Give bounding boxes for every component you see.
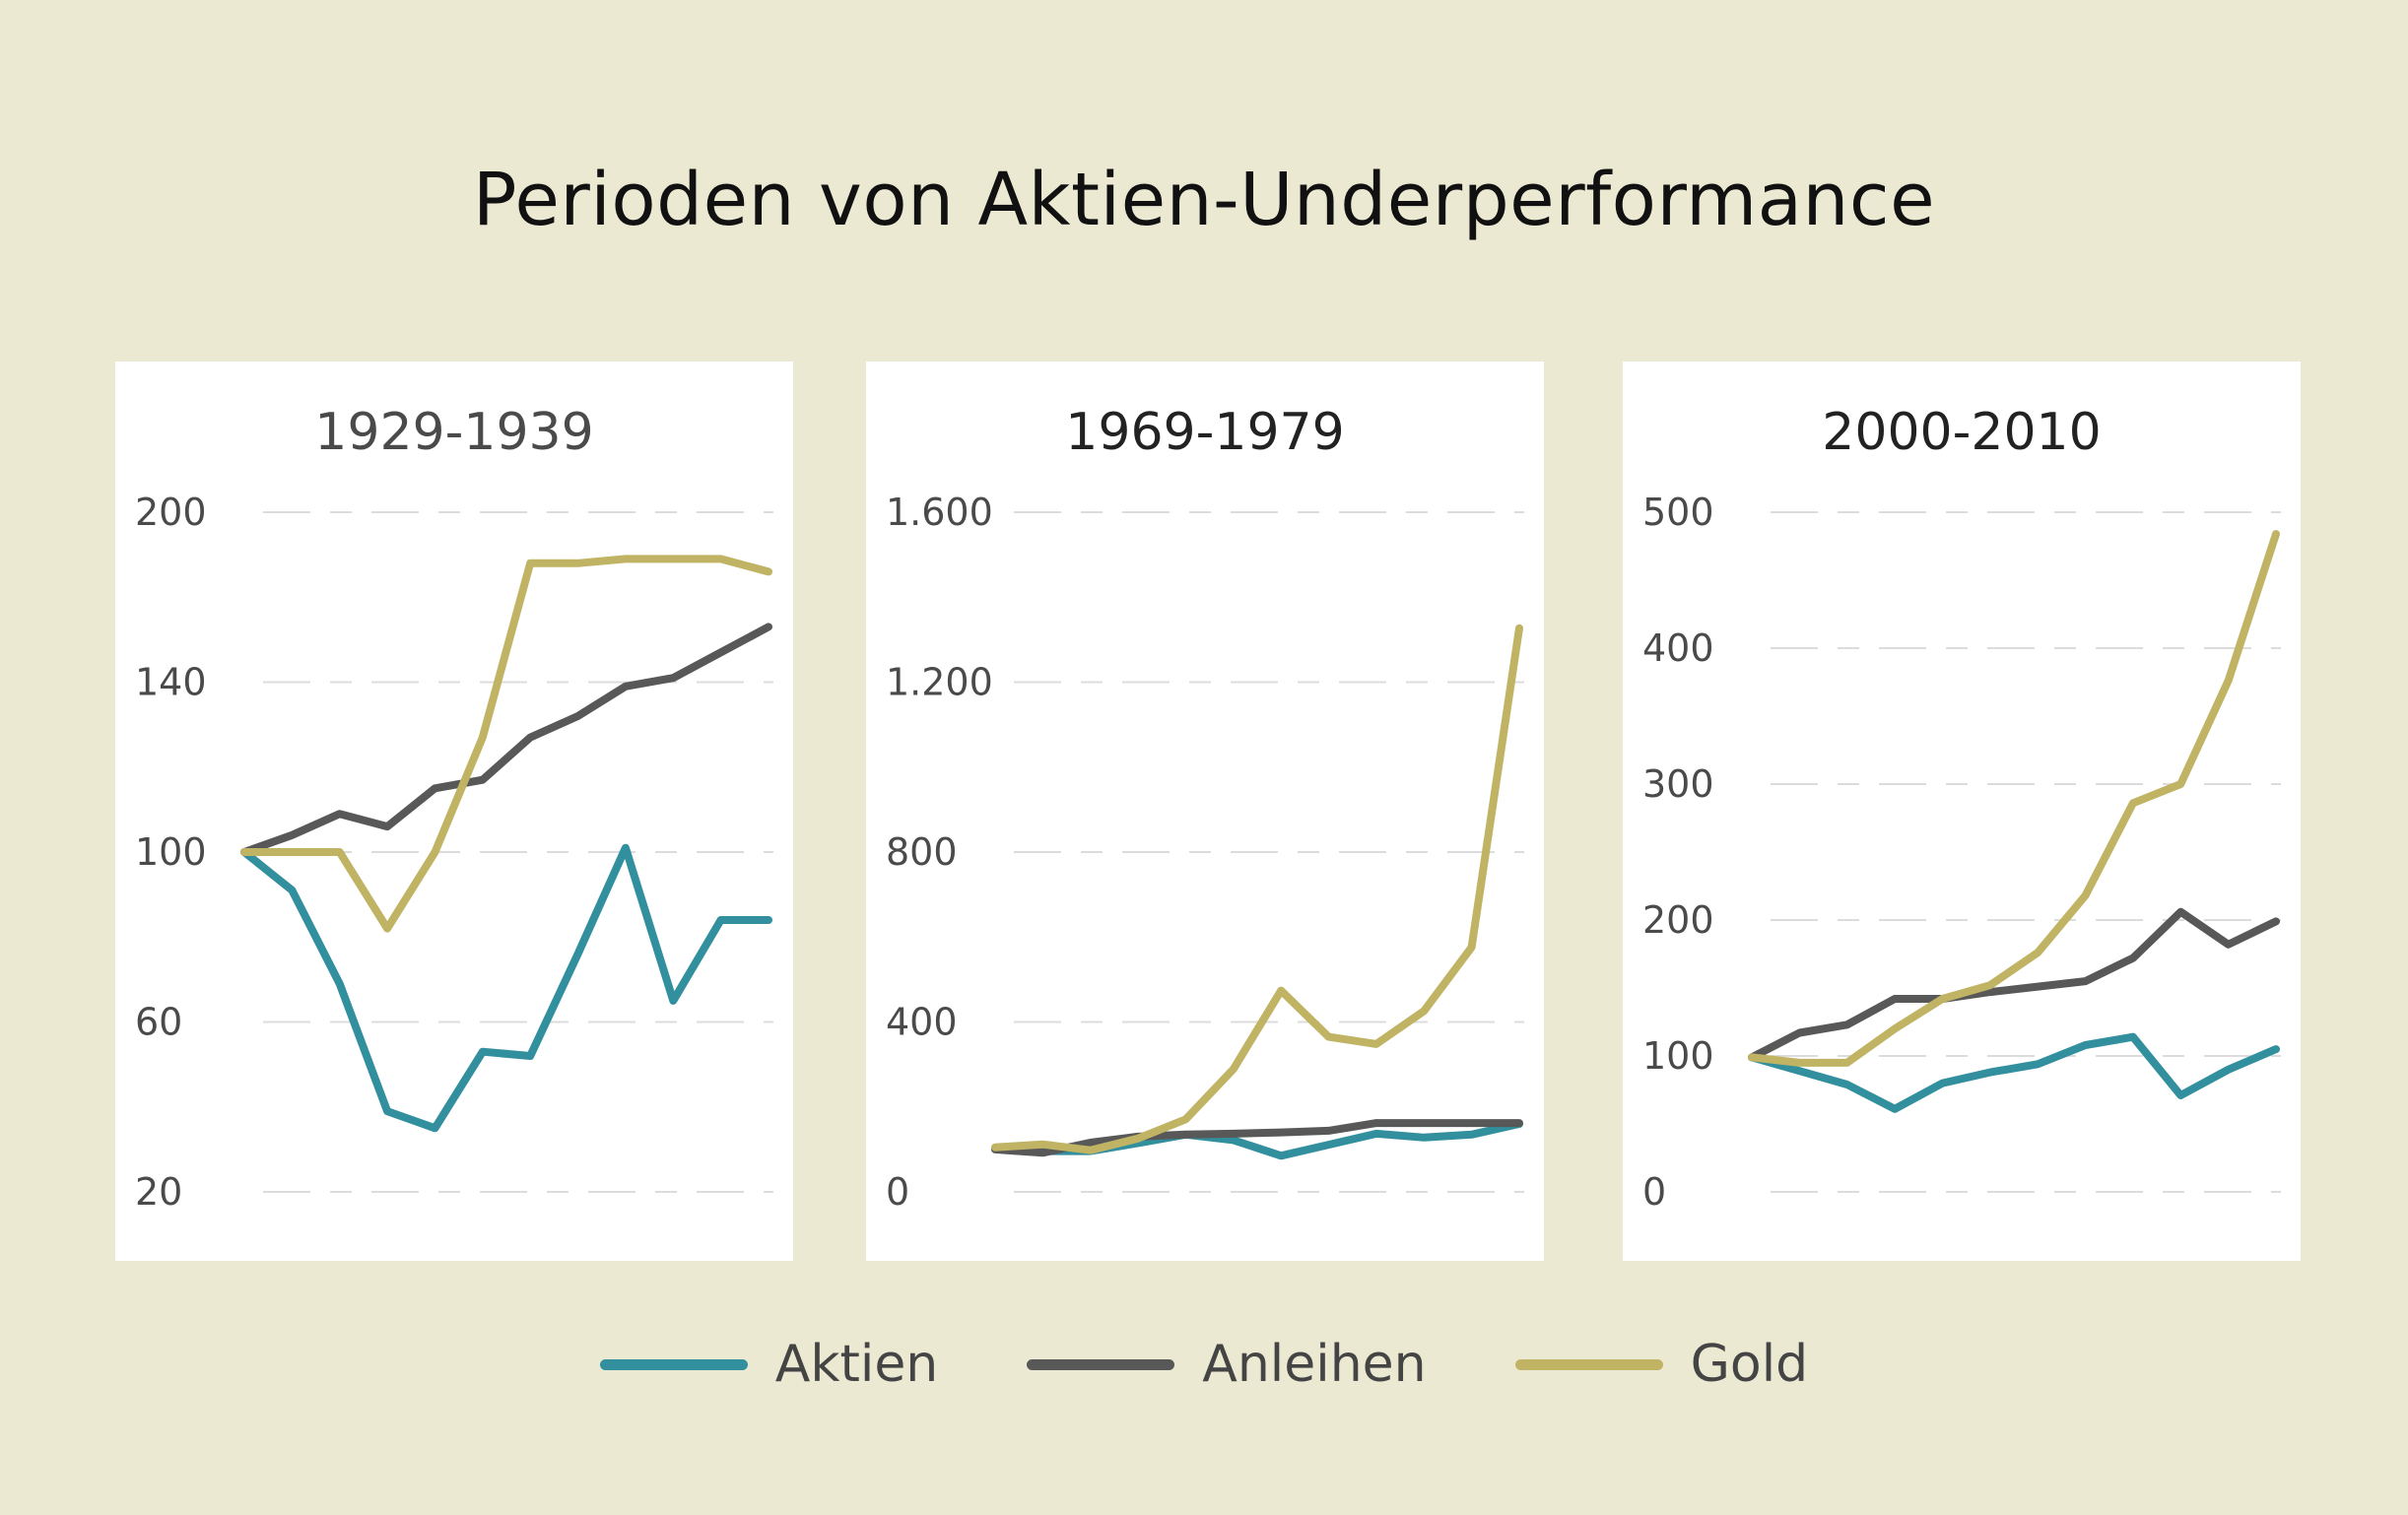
line-chart-1969-1979: 1.600 1.200 800 400 0 xyxy=(886,491,1524,1214)
y-tick-label: 100 xyxy=(135,830,207,874)
panel-title: 1929-1939 xyxy=(314,403,594,462)
y-tick-label: 500 xyxy=(1642,491,1714,534)
panel-2000-2010: 2000-2010 500 400 300 200 100 0 xyxy=(1623,362,2301,1261)
y-tick-label: 200 xyxy=(1642,898,1714,942)
legend-label: Aktien xyxy=(774,1335,939,1394)
legend-label: Anleihen xyxy=(1202,1335,1427,1394)
y-tick-label: 1.200 xyxy=(886,661,993,704)
chart-title: Perioden von Aktien-Underperformance xyxy=(472,158,1936,242)
series-line-gold xyxy=(240,555,772,933)
y-tick-label: 200 xyxy=(135,491,207,534)
y-tick-label: 1.600 xyxy=(886,491,993,534)
y-tick-label: 400 xyxy=(886,1001,958,1044)
series-line-anleihen xyxy=(991,1119,1523,1157)
legend-swatch-anleihen xyxy=(1027,1358,1175,1370)
panel-1929-1939: 1929-1939 200 140 100 60 20 xyxy=(115,362,793,1261)
panel-title: 2000-2010 xyxy=(1822,403,2102,462)
legend-swatch-gold xyxy=(1514,1358,1663,1370)
series-line-gold xyxy=(1748,530,2280,1067)
legend: Aktien Anleihen Gold xyxy=(0,1335,2408,1394)
y-tick-label: 140 xyxy=(135,661,207,704)
legend-item-gold: Gold xyxy=(1514,1335,1809,1394)
y-tick-label: 0 xyxy=(886,1170,909,1214)
legend-swatch-aktien xyxy=(599,1358,748,1370)
line-chart-1929-1939: 200 140 100 60 20 xyxy=(135,491,773,1214)
y-tick-label: 20 xyxy=(135,1170,182,1214)
legend-item-anleihen: Anleihen xyxy=(1027,1335,1427,1394)
series-line-aktien xyxy=(1748,1032,2280,1113)
y-tick-label: 400 xyxy=(1642,626,1714,670)
y-tick-label: 100 xyxy=(1642,1034,1714,1078)
y-tick-label: 60 xyxy=(135,1001,182,1044)
series-line-aktien xyxy=(240,843,772,1133)
y-tick-label: 300 xyxy=(1642,762,1714,806)
gridlines xyxy=(1014,511,1524,1193)
gridlines xyxy=(1771,511,2281,1193)
legend-label: Gold xyxy=(1690,1335,1809,1394)
y-tick-label: 0 xyxy=(1642,1170,1666,1214)
gridlines xyxy=(263,511,773,1193)
series-line-anleihen xyxy=(240,623,772,856)
line-chart-2000-2010: 500 400 300 200 100 0 xyxy=(1642,491,2281,1214)
y-tick-label: 800 xyxy=(886,830,958,874)
panel-title: 1969-1979 xyxy=(1065,403,1345,462)
legend-item-aktien: Aktien xyxy=(599,1335,939,1394)
series-line-gold xyxy=(991,624,1523,1154)
panel-1969-1979: 1969-1979 1.600 1.200 800 400 0 xyxy=(866,362,1544,1261)
series-line-anleihen xyxy=(1748,907,2280,1062)
